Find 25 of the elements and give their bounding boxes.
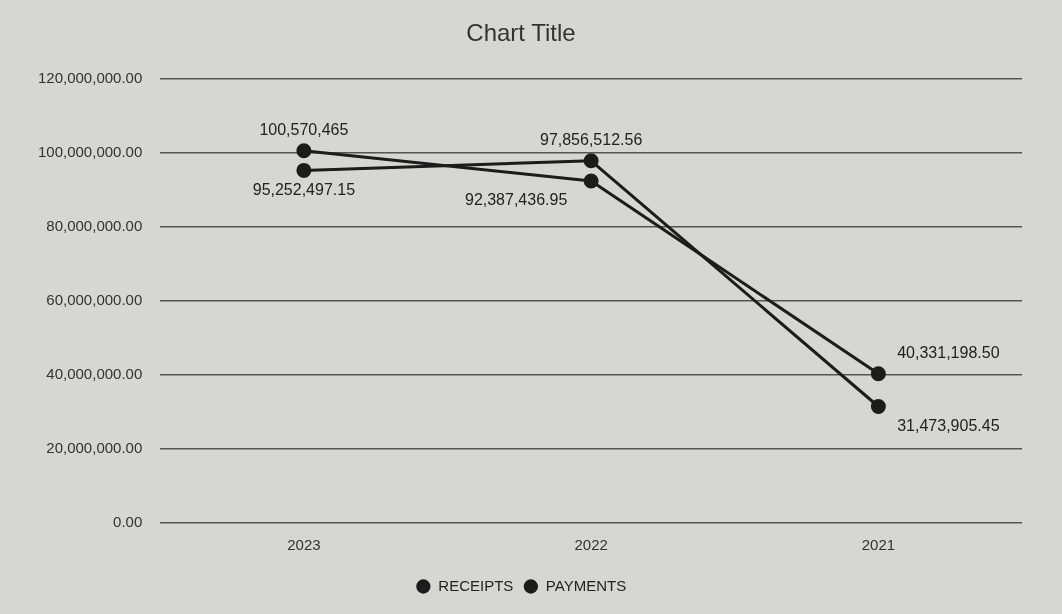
- point: [870, 366, 886, 382]
- y-tick-label: 60,000,000.00: [46, 291, 143, 309]
- y-tick-label: 40,000,000.00: [46, 365, 143, 383]
- y-tick-label: 100,000,000.00: [37, 142, 143, 160]
- data-label: 92,387,436.95: [464, 191, 568, 209]
- data-label: 97,856,512.56: [539, 131, 643, 149]
- x-tick-label: 2022: [574, 536, 608, 554]
- point: [583, 153, 599, 169]
- y-tick-label: 120,000,000.00: [37, 68, 143, 86]
- x-tick-label: 2021: [861, 536, 896, 554]
- y-tick-label: 0.00: [113, 513, 143, 531]
- point: [296, 143, 312, 159]
- chart-title: Chart Title: [466, 19, 576, 47]
- legend-label: RECEIPTS: [438, 576, 514, 594]
- legend-label: PAYMENTS: [545, 576, 627, 594]
- data-label: 31,473,905.45: [897, 416, 1000, 434]
- data-label: 40,331,198.50: [897, 344, 1000, 362]
- y-tick-label: 20,000,000.00: [46, 439, 143, 457]
- point: [583, 173, 599, 189]
- data-label: 100,570,465: [259, 121, 349, 139]
- y-tick-label: 80,000,000.00: [46, 217, 143, 235]
- point: [870, 398, 886, 414]
- x-tick-label: 2023: [287, 536, 321, 554]
- point: [296, 162, 312, 178]
- data-label: 95,252,497.15: [252, 180, 356, 198]
